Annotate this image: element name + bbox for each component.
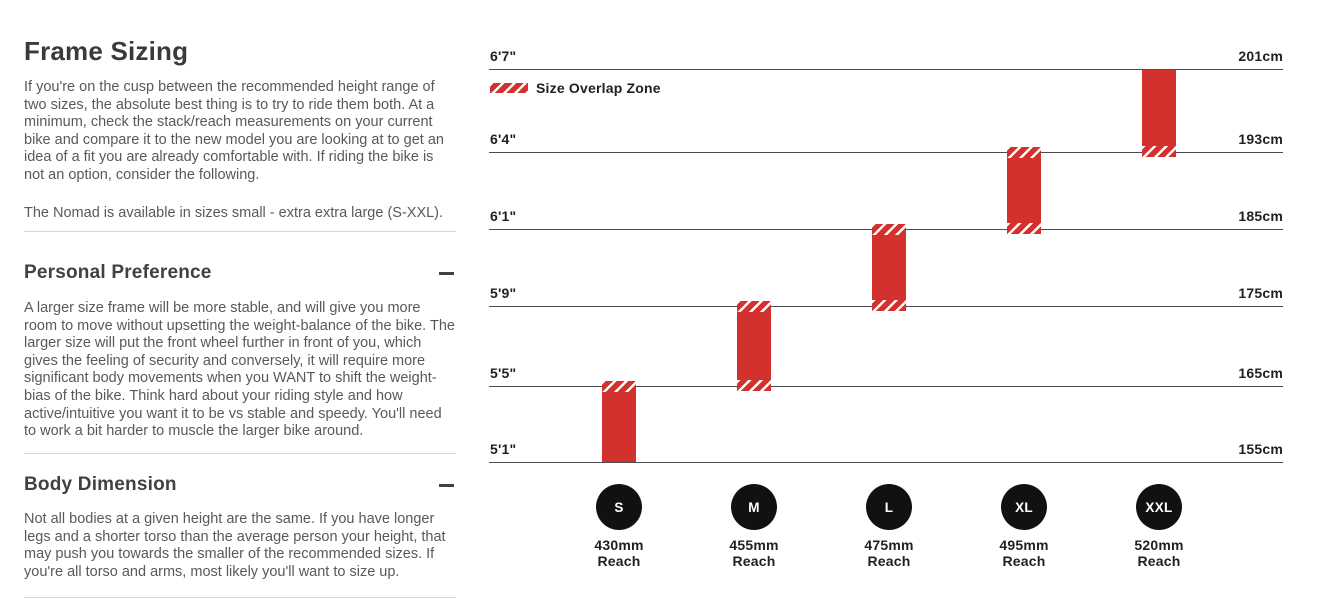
size-circle-l: L [866, 484, 912, 530]
size-bar-l [872, 224, 906, 311]
reach-word: Reach [597, 552, 641, 569]
gridline [489, 152, 1283, 153]
sizing-info-panel: Frame Sizing If you're on the cusp betwe… [24, 0, 456, 609]
reach-value: 430mm [594, 537, 644, 553]
height-label-cm: 155cm [1238, 441, 1283, 457]
height-label-cm: 201cm [1238, 48, 1283, 64]
reach-word: Reach [867, 552, 911, 569]
height-label-ft: 6'4" [490, 131, 517, 147]
collapse-minus-icon[interactable] [439, 271, 454, 275]
accordion-header-personal-preference[interactable]: Personal Preference [24, 262, 456, 284]
section-divider [24, 597, 456, 598]
collapse-minus-icon[interactable] [439, 483, 454, 487]
availability-note: The Nomad is available in sizes small - … [24, 205, 444, 221]
reach-word: Reach [732, 552, 776, 569]
reach-label-m: 455mm Reach [704, 537, 804, 569]
reach-word: Reach [1137, 552, 1181, 569]
height-label-cm: 185cm [1238, 208, 1283, 224]
page-title: Frame Sizing [24, 36, 189, 66]
reach-word: Reach [1002, 552, 1046, 569]
section-divider [24, 231, 456, 232]
size-bar-xl [1007, 147, 1041, 234]
size-circle-xxl: XXL [1136, 484, 1182, 530]
height-label-ft: 5'9" [490, 285, 517, 301]
height-label-ft: 6'7" [490, 48, 517, 64]
reach-value: 520mm [1134, 537, 1184, 553]
height-label-cm: 175cm [1238, 285, 1283, 301]
legend-label: Size Overlap Zone [536, 80, 661, 96]
height-label-cm: 193cm [1238, 131, 1283, 147]
overlap-hatch-swatch-icon [490, 83, 528, 93]
body-dimension-body: Not all bodies at a given height are the… [24, 511, 446, 580]
reach-value: 495mm [999, 537, 1049, 553]
reach-value: 475mm [864, 537, 914, 553]
gridline [489, 462, 1283, 463]
height-label-ft: 5'5" [490, 365, 517, 381]
reach-label-xxl: 520mm Reach [1109, 537, 1209, 569]
overlap-hatch-bottom [1142, 146, 1176, 157]
gridline [489, 386, 1283, 387]
section-heading: Personal Preference [24, 262, 212, 283]
section-heading: Body Dimension [24, 474, 177, 495]
size-bar-s [602, 381, 636, 462]
personal-preference-body: A larger size frame will be more stable,… [24, 300, 455, 440]
reach-label-s: 430mm Reach [569, 537, 669, 569]
height-label-ft: 6'1" [490, 208, 517, 224]
size-circle-xl: XL [1001, 484, 1047, 530]
overlap-hatch-bottom [1007, 223, 1041, 234]
size-bar-m [737, 301, 771, 391]
overlap-hatch-top [1007, 147, 1041, 158]
size-circle-s: S [596, 484, 642, 530]
gridline [489, 69, 1283, 70]
size-bar-xxl [1142, 70, 1176, 157]
size-circle-m: M [731, 484, 777, 530]
overlap-hatch-bottom [872, 300, 906, 311]
overlap-hatch-top [737, 301, 771, 312]
accordion-header-body-dimension[interactable]: Body Dimension [24, 474, 456, 496]
height-label-ft: 5'1" [490, 441, 517, 457]
chart-legend: Size Overlap Zone [490, 80, 661, 96]
height-label-cm: 165cm [1238, 365, 1283, 381]
overlap-hatch-top [872, 224, 906, 235]
overlap-hatch-bottom [737, 380, 771, 391]
section-divider [24, 453, 456, 454]
reach-label-xl: 495mm Reach [974, 537, 1074, 569]
intro-paragraph: If you're on the cusp between the recomm… [24, 79, 444, 183]
overlap-hatch-top [602, 381, 636, 392]
reach-label-l: 475mm Reach [839, 537, 939, 569]
reach-value: 455mm [729, 537, 779, 553]
